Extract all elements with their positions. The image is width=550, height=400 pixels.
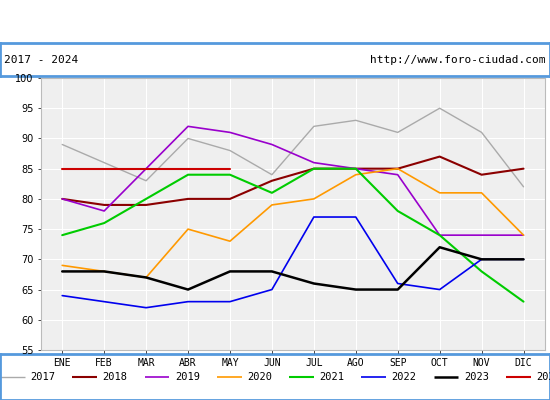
Text: 2019: 2019 (175, 372, 200, 382)
Text: 2018: 2018 (102, 372, 128, 382)
Text: Evolucion del paro registrado en Beniarrés: Evolucion del paro registrado en Beniarr… (91, 14, 459, 30)
Text: 2017 - 2024: 2017 - 2024 (4, 55, 79, 65)
Text: http://www.foro-ciudad.com: http://www.foro-ciudad.com (370, 55, 546, 65)
Text: 2021: 2021 (320, 372, 344, 382)
Text: 2024: 2024 (536, 372, 550, 382)
Text: 2017: 2017 (30, 372, 55, 382)
Text: 2022: 2022 (392, 372, 417, 382)
Text: 2023: 2023 (464, 372, 489, 382)
Text: 2020: 2020 (247, 372, 272, 382)
